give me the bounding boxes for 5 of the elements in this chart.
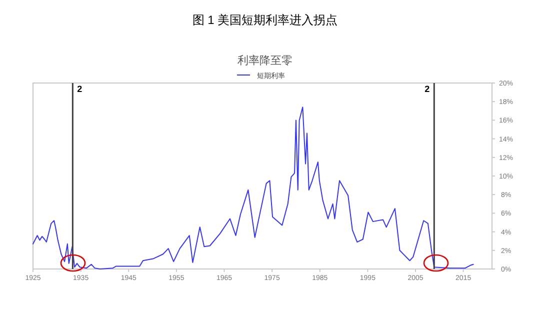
chart-title: 图 1 美国短期利率进入拐点 xyxy=(192,13,338,27)
annotation: 2 xyxy=(77,84,82,94)
annotation: 2 xyxy=(424,84,430,94)
line-series xyxy=(32,106,474,270)
chart-subtitle: 利率降至零 xyxy=(238,54,292,67)
